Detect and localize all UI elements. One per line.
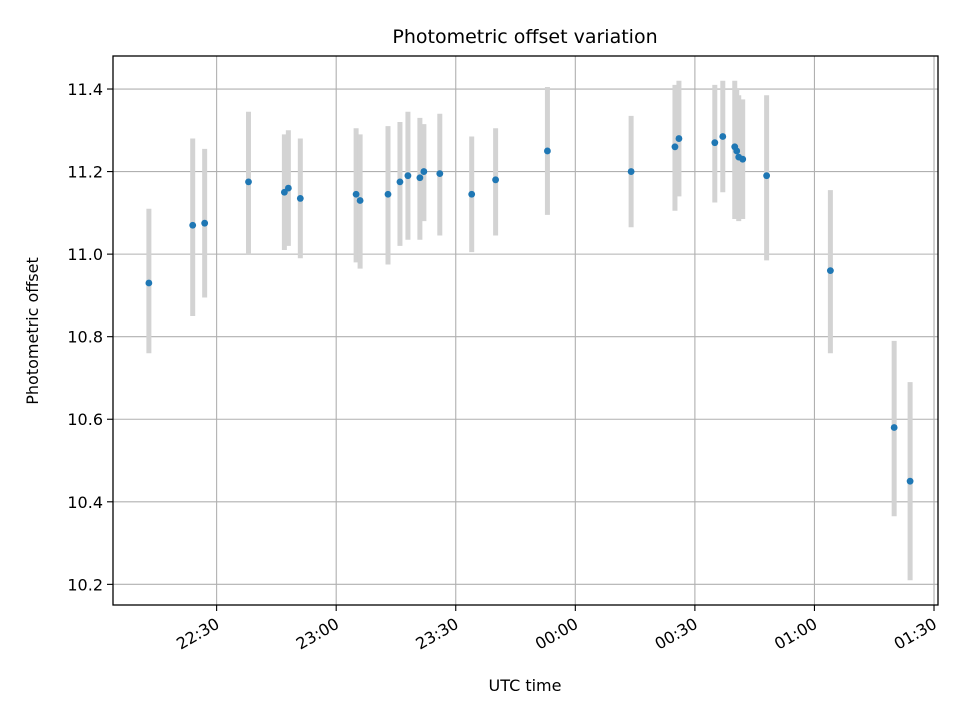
x-axis-label: UTC time	[489, 676, 562, 695]
data-point	[201, 219, 209, 227]
chart-title: Photometric offset variation	[392, 26, 657, 48]
data-point	[544, 147, 551, 155]
data-point	[416, 174, 424, 182]
y-axis-ticks: 10.2 10.4 10.6 10.8 11.0 11.2 11.4	[67, 80, 113, 594]
data-point	[384, 190, 392, 198]
data-point	[906, 477, 914, 485]
y-tick-label: 10.6	[67, 410, 103, 429]
y-tick-label: 11.0	[67, 245, 103, 264]
y-tick-label: 11.2	[67, 163, 103, 182]
data-point	[719, 133, 727, 140]
data-point	[245, 178, 252, 186]
data-point	[739, 155, 747, 163]
data-point	[356, 197, 364, 204]
data-point	[145, 279, 153, 287]
data-point	[671, 143, 679, 151]
data-point	[492, 176, 500, 184]
y-axis-label: Photometric offset	[23, 257, 42, 405]
plot-frame	[112, 55, 939, 606]
data-point	[296, 195, 304, 202]
data-point	[404, 172, 412, 180]
y-tick-label: 10.8	[67, 328, 103, 347]
y-tick-label: 10.2	[67, 575, 103, 594]
y-tick-label: 10.4	[67, 493, 103, 512]
data-point	[627, 168, 635, 175]
data-point	[396, 178, 404, 186]
data-point	[420, 168, 428, 175]
data-point	[763, 172, 771, 180]
data-point	[468, 190, 476, 198]
data-point	[826, 267, 834, 275]
data-point	[711, 139, 719, 147]
data-points	[145, 133, 914, 485]
data-point	[436, 170, 444, 178]
data-point	[352, 190, 360, 198]
data-point	[284, 184, 292, 192]
data-point	[189, 221, 197, 229]
y-tick-label: 11.4	[67, 80, 103, 99]
data-point	[890, 424, 898, 431]
data-point	[675, 135, 683, 142]
data-point	[733, 147, 741, 155]
